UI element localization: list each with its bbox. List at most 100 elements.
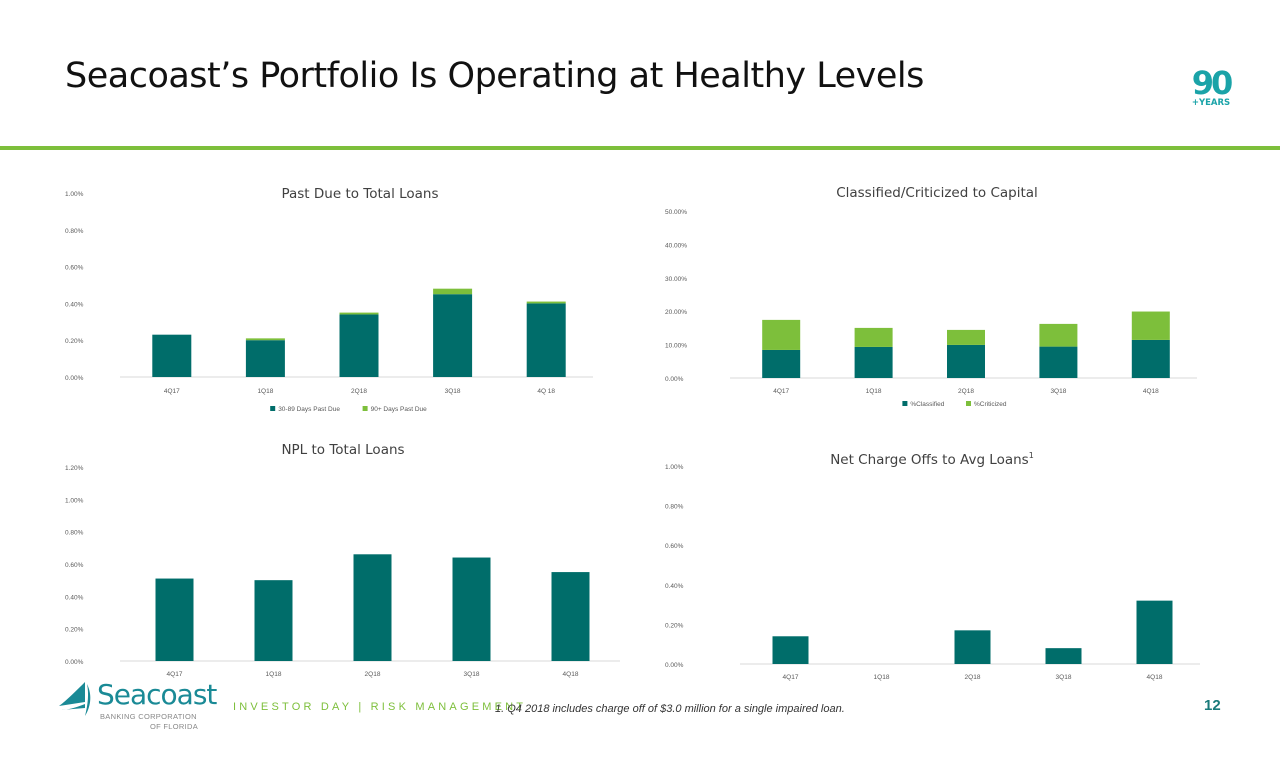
bar-classified--criticized-0 bbox=[762, 319, 801, 350]
bar-past-due-30-89-days-past-due-2 bbox=[339, 314, 379, 377]
footnote: 1. Q4 2018 includes charge off of $3.0 m… bbox=[495, 703, 845, 715]
y-tick-label: 0.00% bbox=[65, 375, 84, 382]
x-tick-label: 2Q18 bbox=[965, 674, 981, 681]
logo-name: Seacoast bbox=[97, 678, 217, 711]
y-tick-label: 20.00% bbox=[665, 309, 687, 316]
badge-text: +YEARS bbox=[1192, 98, 1230, 108]
legend-swatch bbox=[902, 401, 908, 406]
legend-swatch bbox=[362, 406, 368, 411]
x-tick-label: 4Q17 bbox=[783, 674, 799, 681]
x-tick-label: 4Q17 bbox=[164, 388, 180, 395]
x-tick-label: 1Q18 bbox=[266, 671, 282, 678]
legend-label: 90+ Days Past Due bbox=[371, 406, 428, 413]
x-tick-label: 4Q17 bbox=[773, 388, 789, 395]
bar-nco-net-charge-offs-to-avg-loans-0 bbox=[772, 636, 809, 664]
y-tick-label: 50.00% bbox=[665, 209, 687, 216]
x-tick-label: 2Q18 bbox=[351, 388, 367, 395]
x-tick-label: 4Q17 bbox=[167, 671, 183, 678]
y-tick-label: 0.00% bbox=[665, 376, 684, 383]
x-tick-label: 4Q18 bbox=[563, 671, 579, 678]
y-tick-label: 0.60% bbox=[65, 265, 84, 272]
past-due-svg: Past Due to Total Loans 0.00% 0.20% 0.40% 0.… bbox=[65, 186, 593, 413]
title-superscript: 1 bbox=[1029, 451, 1034, 460]
x-tick-label: 2Q18 bbox=[958, 388, 974, 395]
legend-swatch bbox=[270, 406, 276, 411]
bar-classified--criticized-4 bbox=[1131, 311, 1170, 340]
y-tick-label: 1.00% bbox=[665, 464, 684, 471]
x-tick-label: 1Q18 bbox=[866, 388, 882, 395]
90-years-badge: 90 +YEARS bbox=[1186, 64, 1236, 108]
x-tick-label: 3Q18 bbox=[445, 388, 461, 395]
bar-nco-net-charge-offs-to-avg-loans-4 bbox=[1136, 600, 1173, 664]
npl-chart: NPL to Total Loans 0.00% 0.20% 0.40% 0.60% 0.… bbox=[60, 436, 620, 686]
bar-classified--classified-3 bbox=[1039, 346, 1078, 378]
y-tick-label: 0.80% bbox=[65, 530, 84, 537]
page-number: 12 bbox=[1204, 697, 1221, 714]
x-tick-label: 3Q18 bbox=[1056, 674, 1072, 681]
y-tick-label: 40.00% bbox=[665, 242, 687, 249]
bar-past-due-30-89-days-past-due-4 bbox=[526, 303, 566, 377]
bar-classified--classified-2 bbox=[947, 344, 985, 378]
x-tick-label: 1Q18 bbox=[257, 388, 273, 395]
bar-nco-net-charge-offs-to-avg-loans-3 bbox=[1045, 648, 1082, 664]
legend-label: 30-89 Days Past Due bbox=[278, 406, 340, 413]
y-tick-label: 0.40% bbox=[65, 301, 84, 308]
logo-subtitle-1: BANKING CORPORATION bbox=[100, 712, 197, 721]
y-tick-label: 30.00% bbox=[665, 276, 687, 283]
bar-npl-npl-to-total-loans-3 bbox=[452, 557, 491, 661]
legend-label: %Classified bbox=[910, 401, 944, 408]
nco-chart: Net Charge Offs to Avg Loans1 0.00% 0.20% 0… bbox=[660, 440, 1220, 690]
y-tick-label: 0.00% bbox=[65, 659, 84, 666]
y-tick-label: 0.60% bbox=[665, 543, 684, 550]
x-tick-label: 4Q 18 bbox=[537, 388, 555, 395]
chart-title: Classified/Criticized to Capital bbox=[836, 185, 1038, 201]
bar-classified--classified-0 bbox=[762, 349, 801, 378]
page-title: Seacoast’s Portfolio Is Operating at Hea… bbox=[65, 56, 924, 96]
x-tick-label: 3Q18 bbox=[464, 671, 480, 678]
y-tick-label: 1.00% bbox=[65, 191, 84, 198]
bar-past-due-30-89-days-past-due-3 bbox=[433, 294, 473, 377]
y-tick-label: 0.80% bbox=[65, 228, 84, 235]
y-tick-label: 0.60% bbox=[65, 562, 84, 569]
y-tick-label: 1.00% bbox=[65, 497, 84, 504]
legend-swatch bbox=[966, 401, 971, 406]
sail-icon bbox=[59, 682, 91, 716]
y-tick-label: 0.40% bbox=[665, 583, 684, 590]
y-tick-label: 0.20% bbox=[65, 627, 84, 634]
bar-past-due-90-days-past-due-3 bbox=[433, 288, 473, 295]
x-tick-label: 2Q18 bbox=[365, 671, 381, 678]
header-rule bbox=[0, 146, 1280, 150]
bar-past-due-90-days-past-due-2 bbox=[339, 312, 379, 315]
y-tick-label: 0.80% bbox=[665, 504, 684, 511]
bar-npl-npl-to-total-loans-4 bbox=[551, 572, 590, 661]
y-tick-label: 0.20% bbox=[665, 622, 684, 629]
y-tick-label: 0.00% bbox=[665, 662, 684, 669]
footer-section-label: INVESTOR DAY | RISK MANAGEMENT bbox=[233, 701, 527, 713]
classified-svg: Classified/Criticized to Capital 0.00% 10.… bbox=[665, 185, 1197, 408]
badge-number: 90 bbox=[1192, 64, 1232, 102]
bar-npl-npl-to-total-loans-1 bbox=[254, 580, 293, 661]
chart-title: NPL to Total Loans bbox=[281, 442, 404, 458]
bar-past-due-30-89-days-past-due-1 bbox=[245, 340, 285, 377]
chart-title: Past Due to Total Loans bbox=[281, 186, 438, 202]
bar-past-due-90-days-past-due-4 bbox=[526, 301, 566, 304]
bar-classified--classified-4 bbox=[1131, 339, 1170, 378]
legend-label: %Criticized bbox=[974, 401, 1007, 408]
y-tick-label: 1.20% bbox=[65, 465, 84, 472]
past-due-chart: Past Due to Total Loans 0.00% 0.20% 0.40% 0.… bbox=[60, 180, 620, 430]
90-years-logo-icon: 90 +YEARS bbox=[1192, 64, 1235, 108]
bar-classified--criticized-1 bbox=[854, 327, 893, 347]
bar-classified--criticized-2 bbox=[947, 329, 985, 345]
x-tick-label: 4Q18 bbox=[1143, 388, 1159, 395]
nco-svg: Net Charge Offs to Avg Loans1 0.00% 0.20% 0… bbox=[665, 451, 1200, 681]
chart-title: Net Charge Offs to Avg Loans1 bbox=[830, 451, 1034, 468]
bar-past-due-30-89-days-past-due-0 bbox=[152, 334, 192, 377]
bar-nco-net-charge-offs-to-avg-loans-2 bbox=[954, 630, 991, 664]
logo-subtitle-2: OF FLORIDA bbox=[150, 722, 199, 731]
bar-classified--criticized-3 bbox=[1039, 323, 1078, 347]
x-tick-label: 3Q18 bbox=[1050, 388, 1066, 395]
y-tick-label: 0.20% bbox=[65, 338, 84, 345]
seacoast-logo: Seacoast BANKING CORPORATION OF FLORIDA bbox=[55, 676, 217, 738]
bar-classified--classified-1 bbox=[854, 346, 893, 378]
classified-chart: Classified/Criticized to Capital 0.00% 10.… bbox=[660, 180, 1220, 430]
